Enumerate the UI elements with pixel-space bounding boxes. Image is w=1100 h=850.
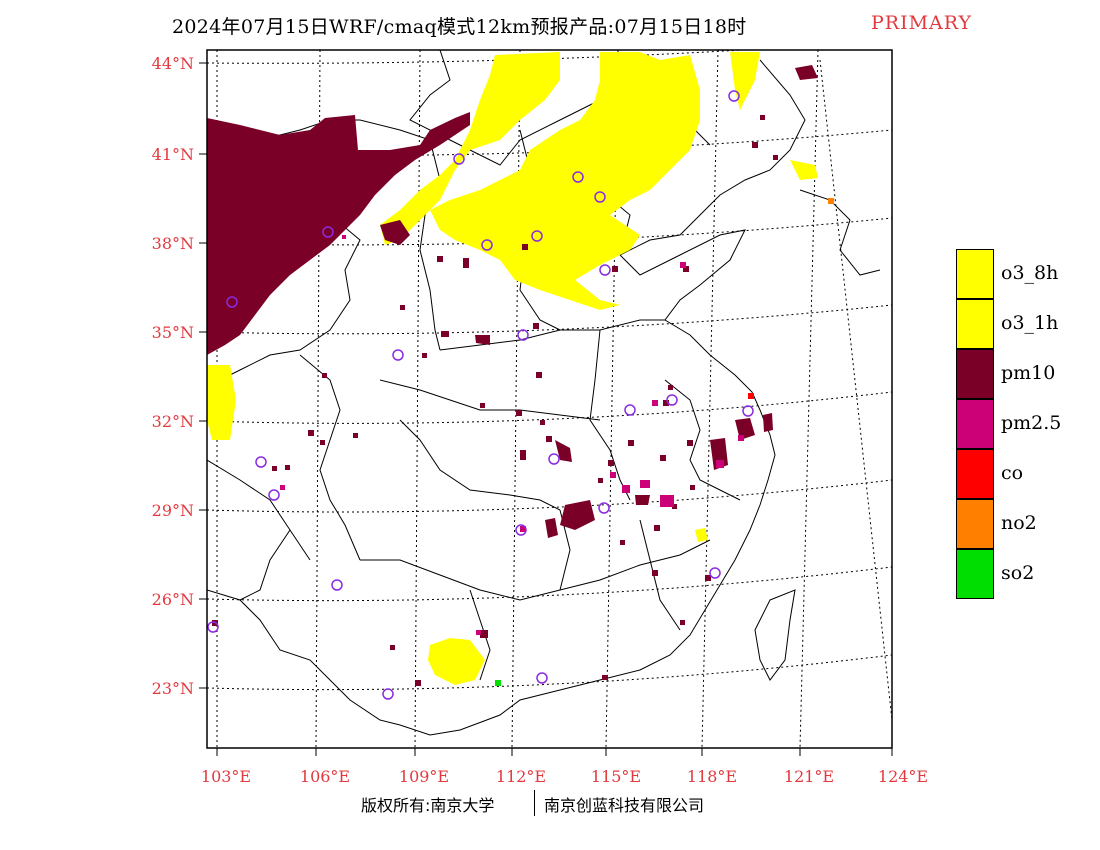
copyright-text: 版权所有:南京大学 bbox=[361, 796, 495, 815]
legend-label: no2 bbox=[1001, 512, 1037, 534]
legend-label: o3_8h bbox=[1001, 262, 1059, 284]
pm25-exceedance-cells bbox=[280, 235, 744, 635]
lon-label: 106°E bbox=[300, 767, 350, 786]
legend-label: co bbox=[1001, 462, 1024, 484]
legend-swatch bbox=[956, 499, 994, 549]
legend-swatch bbox=[956, 349, 994, 399]
footer-divider bbox=[534, 790, 535, 816]
lat-label: 32°N bbox=[152, 412, 194, 431]
lat-label: 38°N bbox=[152, 234, 194, 253]
legend-swatch bbox=[956, 549, 994, 599]
lat-label: 44°N bbox=[152, 54, 194, 73]
lon-label: 115°E bbox=[591, 767, 641, 786]
map-title: 2024年07月15日WRF/cmaq模式12km预报产品:07月15日18时 bbox=[172, 16, 747, 38]
legend-label: pm10 bbox=[1001, 362, 1056, 384]
lon-label: 112°E bbox=[496, 767, 546, 786]
legend-swatch bbox=[956, 299, 994, 349]
latitude-labels: 44°N 41°N 38°N 35°N 32°N 29°N 26°N 23°N bbox=[152, 54, 194, 698]
lat-label: 29°N bbox=[152, 501, 194, 520]
legend-swatch bbox=[956, 249, 994, 299]
lon-label: 103°E bbox=[201, 767, 251, 786]
company-text: 南京创蓝科技有限公司 bbox=[544, 796, 705, 815]
longitude-labels: 103°E 106°E 109°E 112°E 115°E 118°E 121°… bbox=[201, 767, 928, 786]
legend-label: pm2.5 bbox=[1001, 412, 1062, 434]
lon-label: 109°E bbox=[399, 767, 449, 786]
lat-label: 26°N bbox=[152, 590, 194, 609]
lon-label: 124°E bbox=[878, 767, 928, 786]
legend-label: so2 bbox=[1001, 562, 1035, 584]
map-frame bbox=[206, 49, 893, 749]
legend-swatch bbox=[956, 399, 994, 449]
lat-label: 23°N bbox=[152, 679, 194, 698]
other-pollutant-cells bbox=[495, 198, 834, 686]
title-bar: 2024年07月15日WRF/cmaq模式12km预报产品:07月15日18时 … bbox=[0, 12, 1100, 42]
o3-exceedance-areas bbox=[207, 52, 818, 685]
station-markers bbox=[207, 90, 754, 700]
legend-swatch bbox=[956, 449, 994, 499]
lat-label: 41°N bbox=[152, 145, 194, 164]
lon-label: 121°E bbox=[784, 767, 834, 786]
lon-label: 118°E bbox=[687, 767, 737, 786]
lat-label: 35°N bbox=[152, 323, 194, 342]
footer: 版权所有:南京大学 南京创蓝科技有限公司 bbox=[0, 790, 1100, 816]
map-type-tag: PRIMARY bbox=[871, 12, 973, 34]
axis-ticks bbox=[199, 62, 893, 756]
legend-label: o3_1h bbox=[1001, 312, 1059, 334]
pm10-exceedance-areas bbox=[207, 65, 818, 538]
pm10-scatter-cells bbox=[212, 115, 778, 686]
